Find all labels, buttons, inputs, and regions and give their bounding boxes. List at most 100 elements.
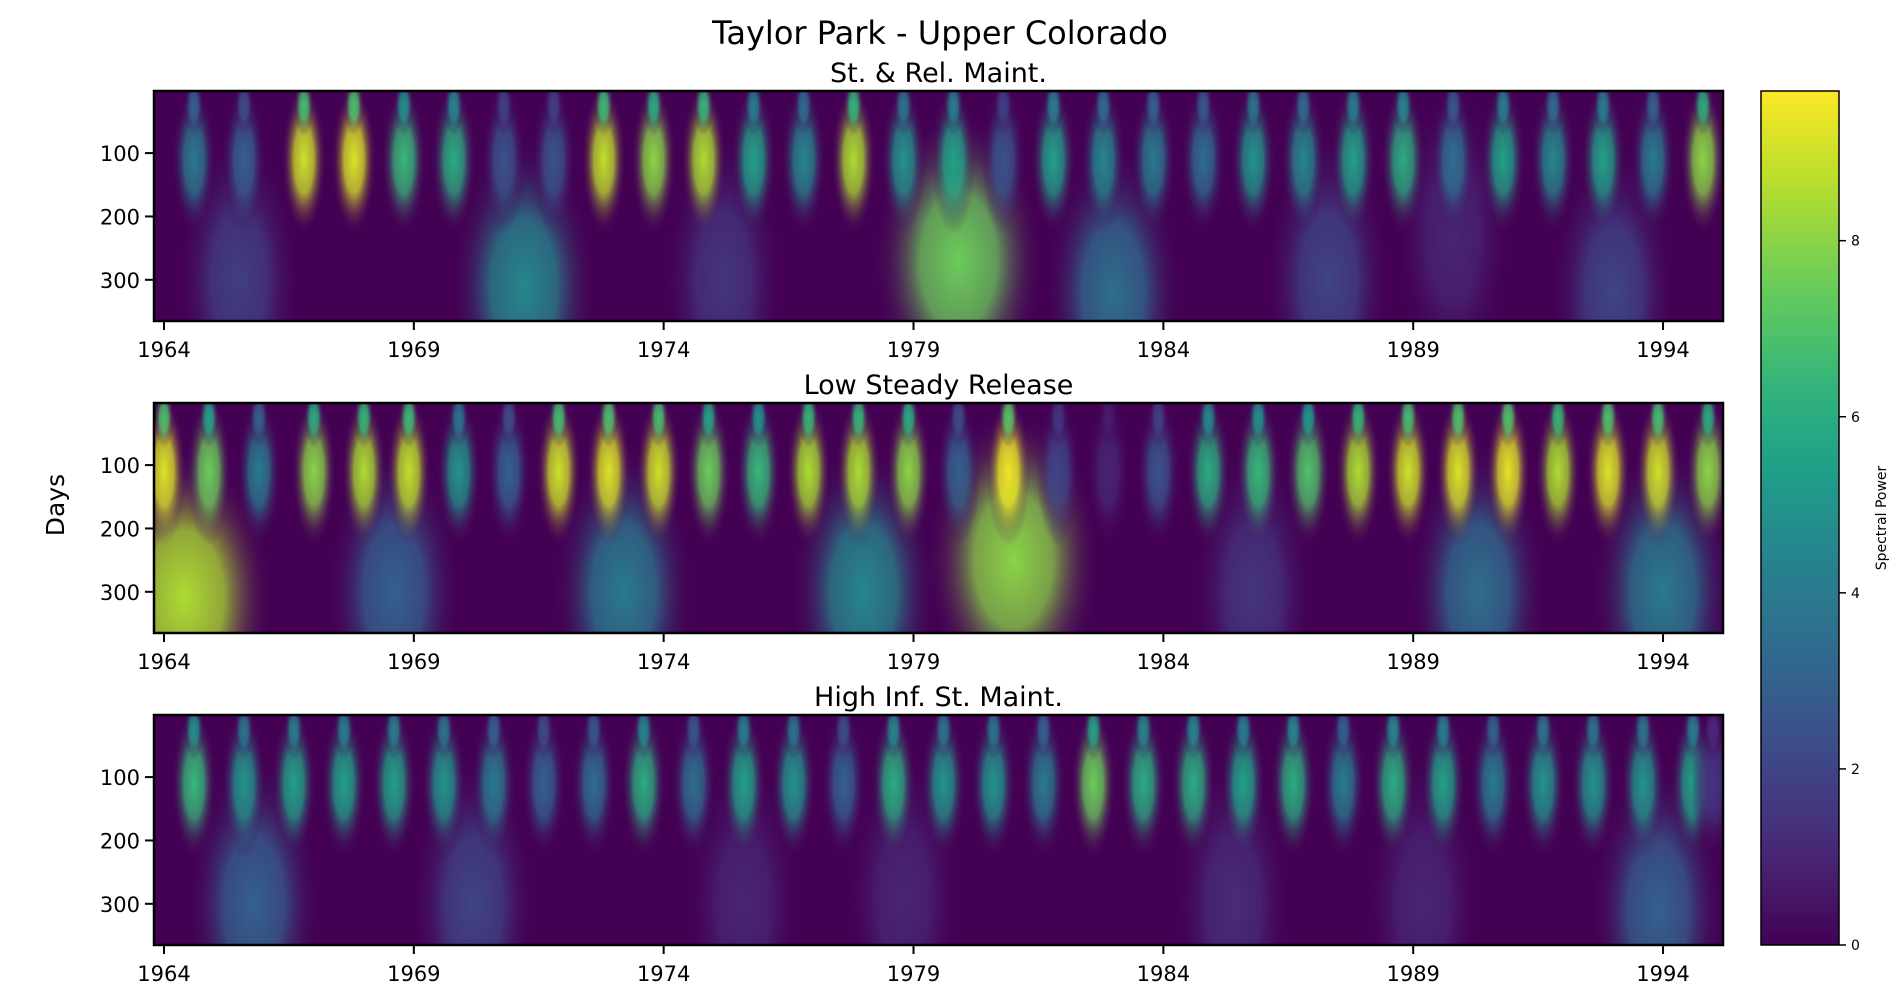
x-tick-label: 1989 [1386, 650, 1439, 674]
annual-peak-stem [743, 91, 764, 136]
x-tick-label: 1984 [1137, 338, 1190, 362]
annual-peak [381, 91, 426, 235]
annual-peak-stem [1048, 403, 1069, 448]
annual-peak [731, 91, 776, 235]
annual-peak [1181, 91, 1226, 235]
annual-peak [431, 91, 476, 235]
annual-peak-stem [1093, 91, 1114, 136]
annual-peak [371, 715, 416, 859]
annual-peak [1581, 91, 1626, 235]
annual-peak [586, 403, 631, 547]
y-tick-label: 300 [100, 269, 140, 293]
annual-peak [171, 91, 216, 235]
annual-peak-stem [948, 403, 969, 448]
annual-peak [1631, 91, 1676, 235]
x-tick-label: 1964 [137, 962, 190, 986]
annual-peak-stem [1193, 91, 1214, 136]
x-tick-label: 1989 [1386, 338, 1439, 362]
panel-title: Low Steady Release [804, 370, 1074, 401]
annual-peak-stem [1243, 91, 1264, 136]
annual-peak [1321, 715, 1366, 859]
x-tick-label: 1984 [1137, 962, 1190, 986]
x-tick-label: 1964 [137, 338, 190, 362]
x-tick-label: 1969 [387, 962, 440, 986]
annual-peak-stem [1043, 91, 1064, 136]
x-tick-label: 1979 [887, 962, 940, 986]
y-tick-label: 300 [100, 893, 140, 917]
annual-peak-stem [353, 403, 374, 448]
y-tick-label: 100 [100, 766, 140, 790]
annual-peak-stem [398, 403, 419, 448]
annual-peak-stem [1648, 403, 1669, 448]
annual-peak [986, 403, 1031, 547]
annual-peak-stem [793, 91, 814, 136]
annual-peak [686, 403, 731, 547]
annual-peak [931, 91, 976, 235]
x-tick-label: 1984 [1137, 650, 1190, 674]
annual-peak-stem [1548, 403, 1569, 448]
y-tick-label: 100 [100, 142, 140, 166]
annual-peak-stem [443, 91, 464, 136]
annual-peak [186, 403, 231, 547]
annual-peak [1436, 403, 1481, 547]
annual-peak-stem [1693, 91, 1714, 136]
annual-peak-stem [1098, 403, 1119, 448]
annual-peak-stem [593, 91, 614, 136]
annual-peak [1031, 91, 1076, 235]
colorbar-tick-label: 0 [1851, 938, 1860, 954]
annual-peak [1021, 715, 1066, 859]
annual-peak-stem [1383, 715, 1404, 760]
annual-peak-stem [233, 715, 254, 760]
annual-peak [871, 715, 916, 859]
annual-peak-stem [893, 91, 914, 136]
annual-peak-stem [493, 91, 514, 136]
annual-peak [1681, 91, 1723, 235]
annual-peak [1336, 403, 1381, 547]
annual-peak-stem [343, 91, 364, 136]
annual-peak-stem [898, 403, 919, 448]
annual-peak [836, 403, 881, 547]
annual-peak-stem [998, 403, 1019, 448]
annual-peak [1486, 403, 1531, 547]
annual-peak [681, 91, 726, 235]
annual-peak-stem [1233, 715, 1254, 760]
annual-peak-stem [1493, 91, 1514, 136]
annual-peak-stem [1343, 91, 1364, 136]
annual-peak [1536, 403, 1581, 547]
heatmap-panel-1: St. & Rel. Maint. 1964 1969 1974 1979 1984 198… [100, 58, 1725, 362]
annual-peak [1186, 403, 1231, 547]
annual-peak-stem [1533, 715, 1554, 760]
colorbar-tick-label: 4 [1851, 586, 1860, 602]
annual-peak [386, 403, 431, 547]
annual-peak-stem [943, 91, 964, 136]
annual-peak [221, 715, 266, 859]
panel-title: High Inf. St. Maint. [814, 682, 1063, 713]
colorbar-tick-label: 8 [1851, 234, 1860, 250]
annual-peak-stem [248, 403, 269, 448]
annual-peak-stem [283, 715, 304, 760]
annual-peak [171, 715, 216, 859]
colorbar-gradient [1760, 90, 1840, 946]
heatmap-panel-3: High Inf. St. Maint. 1964 1969 1974 1979 1984… [100, 682, 1725, 986]
annual-peak [331, 91, 376, 235]
y-tick-label: 200 [100, 205, 140, 229]
annual-peak [571, 715, 616, 859]
annual-peak [1531, 91, 1576, 235]
annual-peak [1136, 403, 1181, 547]
annual-peak-stem [183, 715, 204, 760]
annual-peak [1121, 715, 1166, 859]
annual-peak [581, 91, 626, 235]
annual-peak [981, 91, 1026, 235]
annual-peak [1271, 715, 1316, 859]
annual-peak [1571, 715, 1616, 859]
annual-peak-stem [1248, 403, 1269, 448]
panel-frame [152, 713, 1725, 947]
annual-peak-stem [643, 91, 664, 136]
annual-peak [1286, 403, 1331, 547]
colorbar-tick-label: 2 [1851, 762, 1860, 778]
annual-peak-stem [1133, 715, 1154, 760]
annual-peak-stem [648, 403, 669, 448]
annual-peak-stem [1698, 403, 1719, 448]
annual-peak [936, 403, 981, 547]
annual-peak [971, 715, 1016, 859]
